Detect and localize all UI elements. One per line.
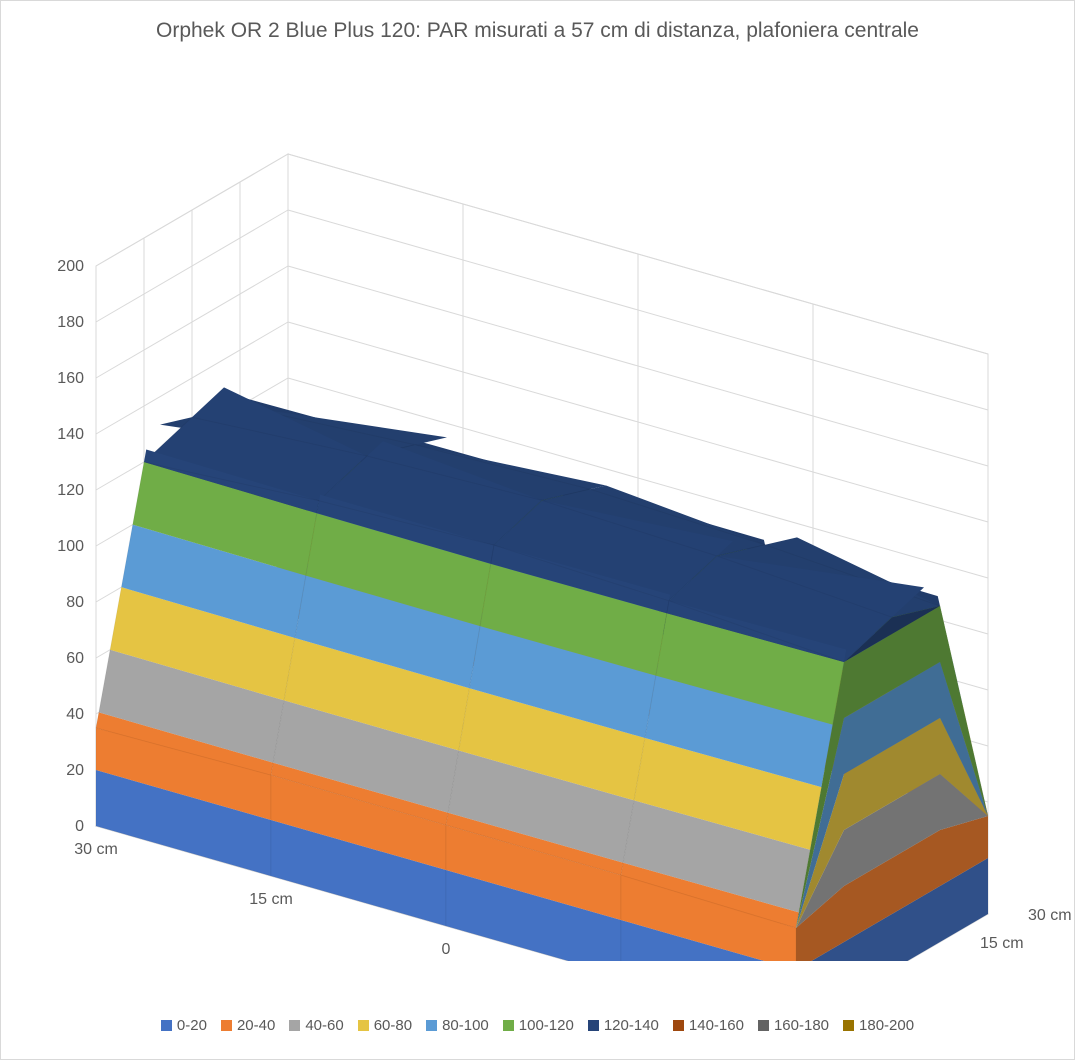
legend-label: 180-200 (859, 1017, 914, 1034)
svg-text:30 cm: 30 cm (74, 841, 118, 858)
legend-item: 20-40 (221, 1017, 275, 1034)
svg-text:120: 120 (57, 482, 84, 499)
svg-text:200: 200 (57, 258, 84, 275)
svg-text:180: 180 (57, 314, 84, 331)
svg-text:100: 100 (57, 538, 84, 555)
legend-swatch (588, 1020, 599, 1031)
legend-label: 140-160 (689, 1017, 744, 1034)
legend-label: 160-180 (774, 1017, 829, 1034)
svg-text:0: 0 (442, 941, 451, 958)
legend-swatch (758, 1020, 769, 1031)
legend-label: 80-100 (442, 1017, 489, 1034)
chart-frame: Orphek OR 2 Blue Plus 120: PAR misurati … (0, 0, 1075, 1060)
legend-swatch (503, 1020, 514, 1031)
svg-text:140: 140 (57, 426, 84, 443)
legend-swatch (358, 1020, 369, 1031)
legend-label: 20-40 (237, 1017, 275, 1034)
legend-item: 140-160 (673, 1017, 744, 1034)
legend-label: 40-60 (305, 1017, 343, 1034)
svg-text:80: 80 (66, 594, 84, 611)
svg-text:0: 0 (75, 818, 84, 835)
legend-label: 120-140 (604, 1017, 659, 1034)
legend-swatch (843, 1020, 854, 1031)
chart-legend: 0-20 20-40 40-60 60-80 80-100 100-120 120-140 1… (1, 1017, 1074, 1034)
legend-swatch (221, 1020, 232, 1031)
legend-item: 60-80 (358, 1017, 412, 1034)
legend-label: 0-20 (177, 1017, 207, 1034)
surface-chart: 02040608010012014016018020030 cm15 cm015… (1, 61, 1075, 961)
legend-label: 60-80 (374, 1017, 412, 1034)
legend-item: 180-200 (843, 1017, 914, 1034)
legend-item: 100-120 (503, 1017, 574, 1034)
svg-text:40: 40 (66, 706, 84, 723)
chart-title: Orphek OR 2 Blue Plus 120: PAR misurati … (1, 19, 1074, 43)
legend-swatch (426, 1020, 437, 1031)
svg-text:15 cm: 15 cm (980, 935, 1024, 952)
legend-swatch (289, 1020, 300, 1031)
svg-text:20: 20 (66, 762, 84, 779)
legend-item: 160-180 (758, 1017, 829, 1034)
svg-text:60: 60 (66, 650, 84, 667)
legend-swatch (161, 1020, 172, 1031)
legend-label: 100-120 (519, 1017, 574, 1034)
legend-swatch (673, 1020, 684, 1031)
svg-text:160: 160 (57, 370, 84, 387)
svg-text:30 cm: 30 cm (1028, 907, 1072, 924)
legend-item: 80-100 (426, 1017, 489, 1034)
legend-item: 120-140 (588, 1017, 659, 1034)
legend-item: 40-60 (289, 1017, 343, 1034)
svg-text:15 cm: 15 cm (249, 891, 293, 908)
legend-item: 0-20 (161, 1017, 207, 1034)
